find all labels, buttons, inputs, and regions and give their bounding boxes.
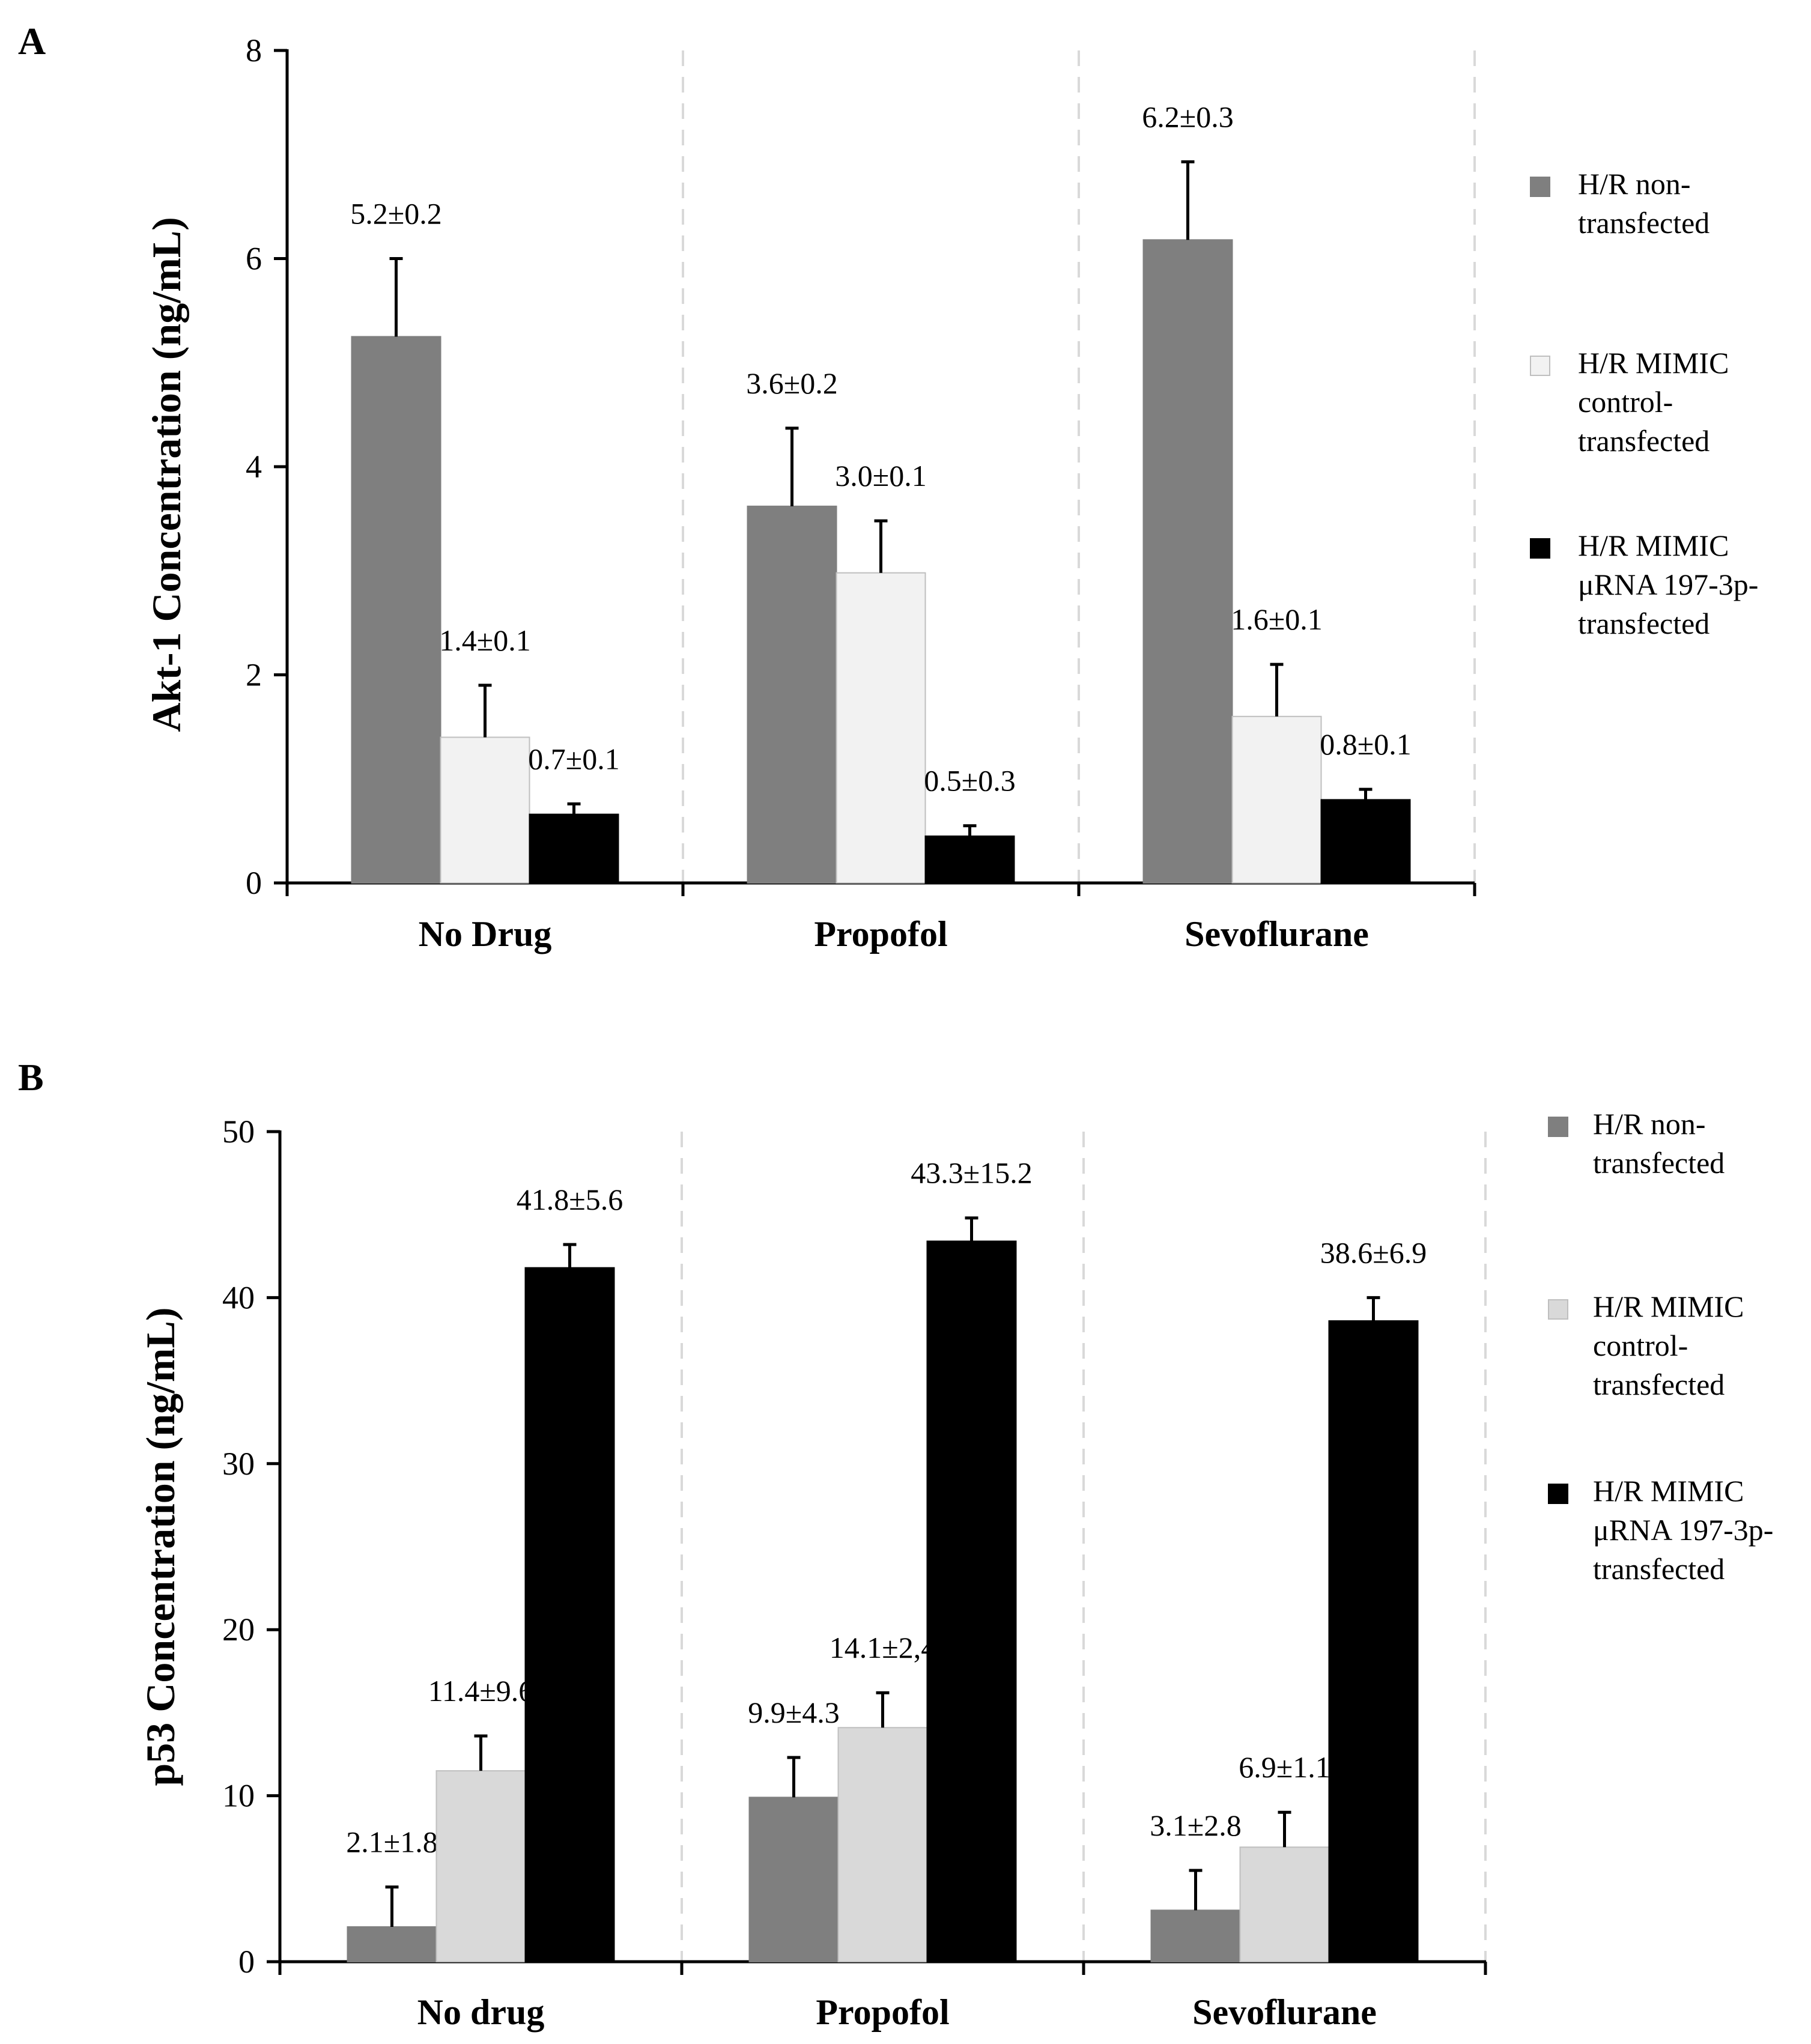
category-label: Propofol <box>816 1992 949 2032</box>
legend-swatch <box>1530 356 1550 376</box>
legend-swatch <box>1548 1299 1568 1320</box>
bar-mimic-transfected <box>524 1267 615 1962</box>
data-label: 11.4±9.6 <box>428 1674 534 1708</box>
bar-control-transfected <box>1231 715 1322 884</box>
legend-label: H/R non- <box>1593 1107 1706 1141</box>
data-label: 3.6±0.2 <box>746 366 837 400</box>
legend-swatch <box>1530 538 1550 559</box>
data-label: 9.9±4.3 <box>748 1696 839 1729</box>
category-label: Sevoflurane <box>1185 914 1369 954</box>
y-tick-label: 2 <box>246 657 262 693</box>
panel-letter: A <box>18 20 46 62</box>
legend-label: H/R non- <box>1578 167 1691 201</box>
bar-non-transfected <box>1142 239 1233 884</box>
data-label: 5.2±0.2 <box>350 197 441 231</box>
panel-b-chart: B 0 10 20 30 40 50 p53 Concentration (ng/mL) No … <box>18 1056 1773 2032</box>
data-label: 6.9±1.1 <box>1239 1750 1330 1784</box>
bar-non-transfected <box>351 336 441 884</box>
data-label: 38.6±6.9 <box>1320 1236 1427 1269</box>
data-label: 1.4±0.1 <box>439 623 530 657</box>
legend-label: H/R MIMIC <box>1593 1474 1744 1508</box>
panel-letter: B <box>18 1056 44 1099</box>
bar-non-transfected <box>1150 1909 1241 1962</box>
y-tick-label: 0 <box>246 865 262 901</box>
bar-mimic-transfected <box>924 835 1015 884</box>
y-tick-label: 40 <box>222 1279 255 1315</box>
bar-mimic-transfected <box>926 1240 1017 1963</box>
y-tick-label: 4 <box>246 449 262 485</box>
legend-label: H/R MIMIC <box>1578 529 1729 562</box>
legend-label: transfected <box>1578 424 1709 458</box>
bar-mimic-transfected <box>529 813 619 884</box>
legend-swatch <box>1548 1484 1568 1504</box>
bar-control-transfected <box>836 572 926 884</box>
data-label: 1.6±0.1 <box>1231 602 1322 636</box>
data-label: 0.5±0.3 <box>924 764 1015 798</box>
legend-label: transfected <box>1578 607 1709 640</box>
data-label: 41.8±5.6 <box>517 1183 623 1216</box>
legend-label: transfected <box>1593 1146 1725 1180</box>
data-label: 14.1±2,4 <box>830 1631 936 1664</box>
bar-non-transfected <box>347 1926 437 1963</box>
legend-label: transfected <box>1578 206 1709 240</box>
legend-label: transfected <box>1593 1368 1725 1401</box>
legend-label: H/R MIMIC <box>1578 346 1729 380</box>
legend-label: control- <box>1593 1329 1688 1362</box>
y-tick-label: 20 <box>222 1612 255 1648</box>
legend-swatch <box>1548 1117 1568 1137</box>
data-label: 3.1±2.8 <box>1150 1809 1241 1842</box>
y-tick-label: 30 <box>222 1446 255 1482</box>
category-label: Propofol <box>814 914 947 954</box>
data-label: 0.7±0.1 <box>528 742 619 775</box>
bar-control-transfected <box>1239 1846 1330 1962</box>
category-label: No Drug <box>419 914 552 954</box>
y-tick-label: 8 <box>246 32 262 68</box>
data-label: 6.2±0.3 <box>1142 100 1233 133</box>
bar-mimic-transfected <box>1320 799 1411 884</box>
y-tick-label: 6 <box>246 241 262 277</box>
data-label: 43.3±15.2 <box>911 1156 1032 1190</box>
data-label: 2.1±1.8 <box>346 1825 437 1859</box>
bar-non-transfected <box>748 1797 839 1962</box>
bar-control-transfected <box>440 736 530 884</box>
bar-mimic-transfected <box>1328 1320 1419 1962</box>
category-label: Sevoflurane <box>1192 1992 1377 2032</box>
y-tick-label: 50 <box>222 1114 255 1150</box>
legend-swatch <box>1530 177 1550 197</box>
y-axis-label: Akt-1 Concentration (ng/mL) <box>144 217 189 732</box>
legend-label: μRNA 197-3p- <box>1593 1513 1773 1547</box>
bar-control-transfected <box>435 1770 526 1962</box>
legend-label: H/R MIMIC <box>1593 1290 1744 1323</box>
panel-a-chart: A 0 2 4 6 8 Akt-1 Concentration (ng/mL) No Drug… <box>18 20 1758 954</box>
bar-control-transfected <box>837 1727 928 1962</box>
data-label: 0.8±0.1 <box>1320 727 1411 761</box>
legend-label: μRNA 197-3p- <box>1578 568 1758 601</box>
data-label: 3.0±0.1 <box>835 459 926 493</box>
y-axis-label: p53 Concentration (ng/mL) <box>138 1307 183 1786</box>
legend-label: transfected <box>1593 1552 1725 1586</box>
y-tick-label: 0 <box>238 1944 255 1980</box>
bar-non-transfected <box>747 505 837 884</box>
y-tick-label: 10 <box>222 1778 255 1814</box>
category-label: No drug <box>417 1992 545 2032</box>
legend-label: control- <box>1578 385 1673 419</box>
